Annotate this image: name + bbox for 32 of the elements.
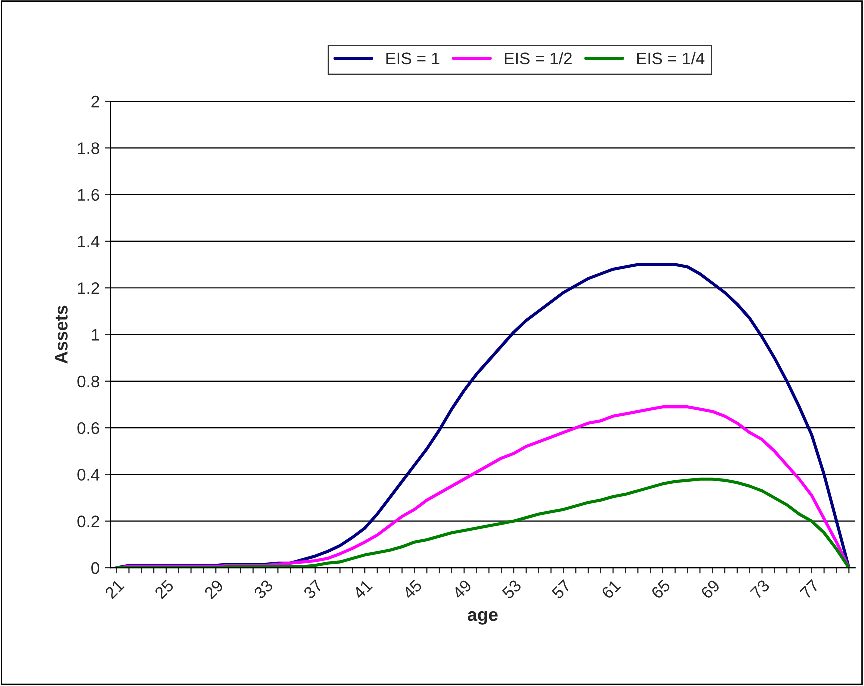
x-axis-title: age: [468, 611, 498, 625]
y-tick-label: 0.6: [78, 422, 100, 434]
x-tick-label: 45: [402, 579, 423, 600]
y-axis-title: Assets: [55, 306, 68, 364]
x-tick-label: 61: [601, 579, 622, 600]
x-tick-label: 49: [452, 579, 472, 600]
y-tick-label: 0: [92, 562, 100, 574]
line-series: [115, 478, 851, 568]
y-tick-label: 0.8: [78, 376, 100, 388]
x-tick-label: 53: [502, 579, 522, 600]
x-tick-label: 29: [204, 579, 224, 600]
y-tick-label: 1.6: [78, 189, 100, 202]
x-tick-label: 41: [352, 579, 374, 600]
y-tick-label: 2: [92, 96, 100, 108]
x-tick-label: 21: [104, 579, 125, 600]
legend-label: EIS = 1/4: [637, 52, 705, 65]
x-tick-label: 69: [700, 579, 721, 600]
x-tick-label: 25: [154, 579, 175, 600]
y-tick-label: 0.4: [78, 469, 100, 481]
legend-label: EIS = 1/2: [505, 52, 572, 65]
y-tick-label: 1.8: [78, 142, 100, 154]
y-tick-label: 1: [92, 329, 100, 341]
x-tick-label: 57: [551, 579, 572, 600]
legend-label: EIS = 1: [386, 52, 440, 65]
y-tick-label: 1.4: [78, 236, 100, 248]
y-tick-label: 0.2: [78, 516, 100, 528]
x-tick-label: 73: [750, 579, 770, 600]
x-tick-label: 65: [650, 579, 672, 600]
x-tick-label: 37: [303, 579, 324, 600]
y-tick-label: 1.2: [78, 282, 100, 294]
x-tick-label: 33: [253, 579, 274, 600]
x-tick-label: 77: [800, 579, 820, 600]
